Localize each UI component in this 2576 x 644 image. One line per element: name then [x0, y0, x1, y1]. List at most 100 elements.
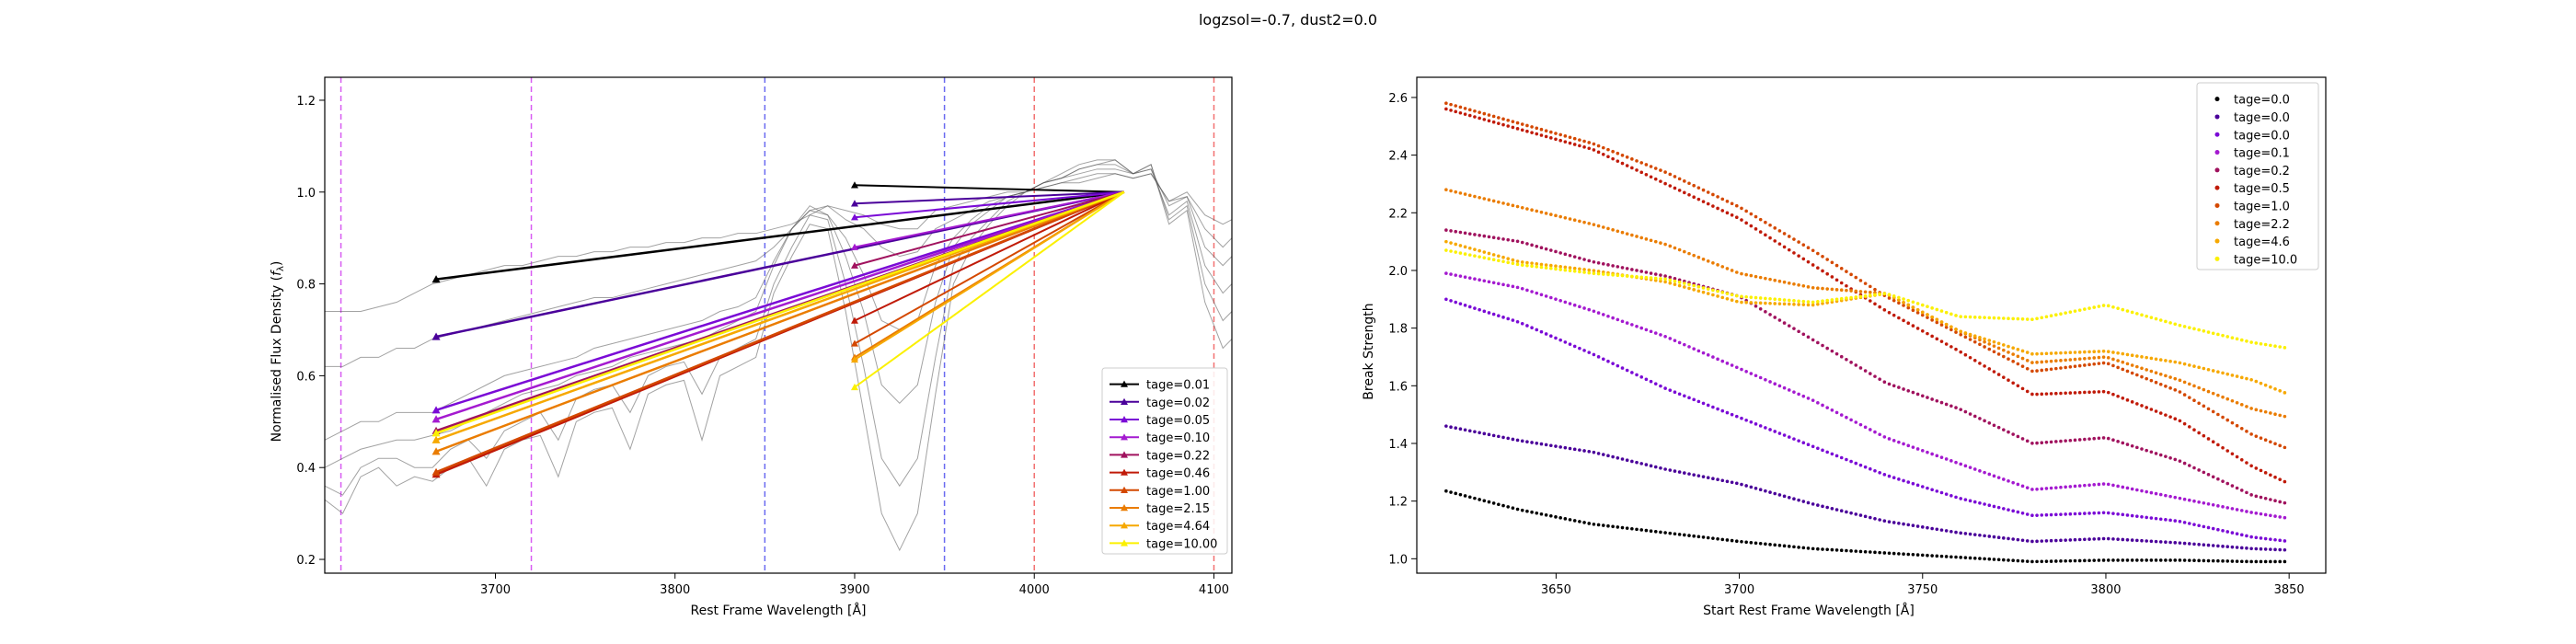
break-strength-point	[2007, 430, 2010, 434]
break-strength-point	[1716, 206, 1719, 211]
break-strength-point	[1911, 523, 1915, 528]
break-strength-point	[1782, 280, 1787, 284]
break-strength-point	[1963, 498, 1968, 501]
break-strength-point	[1711, 536, 1715, 540]
break-strength-point	[1606, 359, 1610, 363]
break-strength-point	[1592, 271, 1596, 275]
break-strength-point	[2206, 330, 2211, 334]
break-strength-point	[1821, 299, 1824, 303]
break-strength-point	[1611, 524, 1615, 529]
break-strength-point	[1506, 316, 1510, 321]
break-strength-point	[1773, 297, 1777, 302]
break-strength-point	[1944, 310, 1949, 315]
break-strength-point	[1740, 218, 1743, 222]
break-strength-point	[2035, 316, 2039, 321]
break-strength-point	[1530, 264, 1534, 269]
break-strength-point	[1920, 394, 1925, 398]
blue-band-line	[435, 190, 1125, 281]
break-strength-point	[1644, 237, 1649, 241]
break-strength-point	[2278, 477, 2283, 481]
break-strength-point	[1887, 437, 1892, 441]
break-strength-point	[2030, 513, 2034, 518]
break-strength-point	[1902, 318, 1905, 323]
red-band-line	[854, 190, 1124, 219]
break-strength-point	[2049, 538, 2053, 543]
break-strength-point	[1825, 271, 1829, 276]
break-strength-point	[2283, 500, 2287, 505]
break-strength-point	[1902, 304, 1905, 307]
break-strength-point	[1701, 401, 1706, 406]
break-strength-point	[2077, 308, 2082, 312]
break-strength-point	[1649, 238, 1653, 243]
break-strength-point	[1754, 274, 1758, 279]
break-strength-point	[1578, 219, 1581, 224]
red-band-line	[854, 190, 1125, 361]
break-strength-point	[2135, 445, 2139, 450]
break-strength-point	[1749, 212, 1754, 216]
break-strength-point	[2202, 387, 2206, 392]
break-strength-point	[1845, 288, 1848, 293]
break-strength-point	[1659, 241, 1662, 245]
break-strength-point	[1511, 437, 1515, 442]
break-strength-point	[2049, 512, 2053, 517]
left-legend-marker	[1121, 451, 1128, 458]
break-strength-point	[2254, 494, 2259, 499]
break-strength-point	[2064, 439, 2067, 443]
break-strength-point	[1491, 120, 1496, 124]
break-strength-point	[2230, 531, 2235, 535]
break-strength-point	[1659, 384, 1662, 388]
break-strength-point	[1854, 461, 1858, 466]
break-strength-point	[2269, 559, 2272, 564]
break-strength-point	[1659, 179, 1662, 183]
break-strength-point	[1673, 186, 1677, 190]
break-strength-point	[1987, 503, 1992, 508]
break-strength-point	[1858, 279, 1863, 282]
break-strength-point	[1620, 266, 1625, 270]
break-strength-point	[2239, 509, 2244, 512]
break-strength-point	[1491, 114, 1496, 119]
break-strength-point	[1902, 301, 1905, 305]
break-strength-point	[1454, 300, 1458, 305]
break-strength-point	[2116, 484, 2120, 489]
break-strength-point	[2007, 558, 2010, 562]
break-strength-point	[1777, 493, 1782, 497]
left-legend-label: tage=1.00	[1146, 485, 1210, 499]
break-strength-point	[1878, 518, 1881, 522]
break-strength-point	[1683, 342, 1686, 347]
break-strength-point	[1869, 466, 1872, 471]
break-strength-point	[1635, 527, 1639, 532]
break-strength-series	[1444, 228, 2287, 505]
break-strength-point	[1816, 546, 1820, 551]
break-strength-point	[2235, 400, 2239, 405]
break-strength-point	[1911, 308, 1915, 313]
break-strength-point	[2030, 392, 2034, 397]
break-strength-point	[1630, 157, 1634, 161]
break-strength-point	[2121, 360, 2125, 364]
break-strength-point	[1944, 325, 1949, 329]
break-strength-point	[2245, 534, 2248, 538]
break-strength-point	[2216, 393, 2220, 397]
break-strength-point	[1592, 352, 1596, 357]
break-strength-point	[1920, 328, 1925, 333]
red-band-marker	[850, 355, 858, 363]
break-strength-point	[1768, 428, 1772, 431]
break-strength-point	[1926, 396, 1929, 399]
break-strength-point	[2121, 396, 2125, 400]
break-strength-point	[1906, 480, 1911, 484]
break-strength-point	[1515, 121, 1520, 125]
break-strength-point	[1592, 223, 1596, 226]
break-strength-point	[2111, 558, 2115, 562]
break-strength-point	[1625, 458, 1629, 463]
break-strength-point	[2125, 369, 2130, 374]
break-strength-point	[2020, 538, 2025, 543]
break-strength-point	[2059, 351, 2063, 355]
break-strength-point	[1544, 266, 1548, 270]
break-strength-point	[1801, 546, 1806, 550]
break-strength-point	[2111, 438, 2115, 443]
break-strength-point	[2206, 437, 2211, 441]
break-strength-point	[1892, 521, 1896, 524]
break-strength-point	[2168, 359, 2172, 363]
red-band-marker	[850, 243, 858, 250]
break-strength-point	[2135, 558, 2139, 562]
break-strength-point	[1768, 313, 1772, 316]
